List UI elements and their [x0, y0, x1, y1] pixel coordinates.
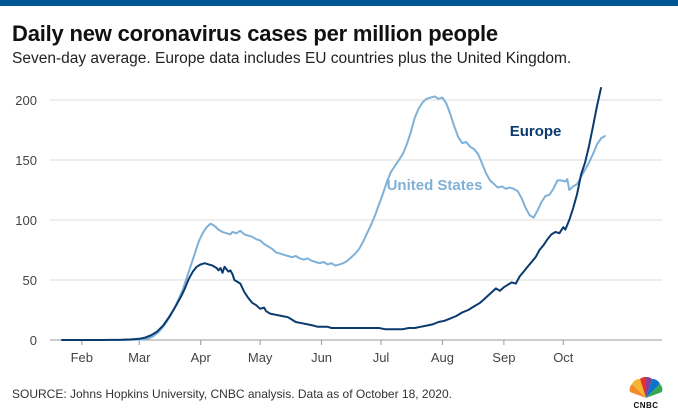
x-tick-label: Feb: [71, 350, 93, 365]
x-tick-label: Mar: [128, 350, 151, 365]
x-tick-label: May: [248, 350, 273, 365]
y-tick-label: 50: [23, 273, 37, 288]
y-tick-label: 150: [15, 153, 37, 168]
top-accent-bar: [0, 0, 678, 6]
source-note: SOURCE: Johns Hopkins University, CNBC a…: [12, 387, 452, 401]
series-labels: Europe United States: [387, 123, 562, 194]
cnbc-logo: CNBC: [626, 376, 666, 410]
series-line-united-states: [61, 95, 606, 341]
chart-subtitle: Seven-day average. Europe data includes …: [12, 50, 572, 67]
series-label-united-states: United States: [387, 177, 483, 194]
series-line-europe: [61, 87, 602, 341]
x-tick-label: Apr: [191, 350, 212, 365]
series-lines: [61, 87, 606, 341]
x-tick-label: Jun: [311, 350, 332, 365]
y-tick-label: 200: [15, 93, 37, 108]
series-label-europe: Europe: [510, 123, 562, 140]
x-tick-label: Jul: [373, 350, 390, 365]
y-tick-label: 0: [30, 333, 37, 348]
chart-title: Daily new coronavirus cases per million …: [12, 21, 498, 46]
x-tick-label: Aug: [431, 350, 454, 365]
x-axis: Feb Mar Apr May Jun Jul Aug Sep Oct: [71, 340, 574, 365]
y-gridlines: 0 50 100 150 200: [15, 93, 662, 348]
x-tick-label: Oct: [553, 350, 574, 365]
x-tick-label: Sep: [492, 350, 515, 365]
y-tick-label: 100: [15, 213, 37, 228]
logo-wordmark: CNBC: [633, 401, 659, 410]
peacock-icon: [629, 376, 663, 398]
